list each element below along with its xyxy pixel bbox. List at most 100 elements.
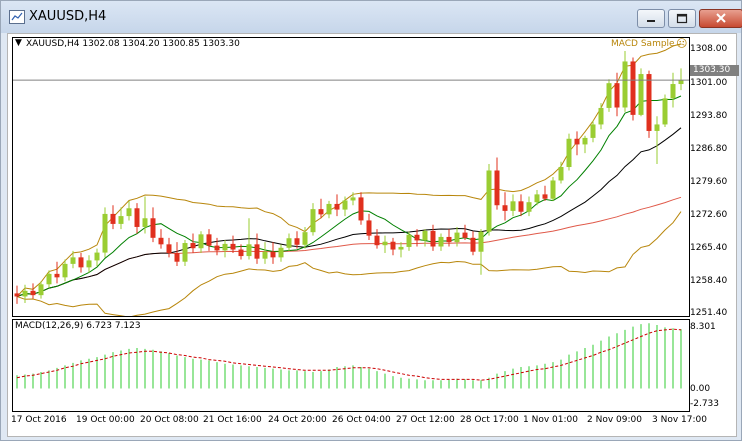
candle — [566, 133, 572, 171]
candle — [102, 207, 108, 258]
candle — [62, 259, 68, 282]
candle — [542, 185, 548, 201]
candle-body — [86, 260, 92, 268]
candle-body — [278, 247, 284, 258]
time-tick: 27 Oct 12:00 — [396, 415, 455, 425]
price-tick: 1286.80 — [690, 144, 728, 154]
candle-body — [270, 251, 276, 258]
window-titlebar[interactable]: XAUUSD,H4 — [1, 1, 742, 33]
candle-body — [550, 180, 556, 199]
bollinger-upper-line — [16, 43, 682, 297]
candle — [606, 79, 612, 112]
price-chart-svg — [13, 43, 689, 316]
candle — [518, 194, 524, 217]
candle — [486, 163, 492, 236]
macd-tick: 0.00 — [690, 384, 711, 394]
candle-body — [158, 237, 164, 245]
candle — [326, 200, 332, 219]
candle — [654, 116, 660, 164]
candle — [550, 177, 556, 201]
candle-body — [126, 208, 132, 217]
time-tick: 26 Oct 04:00 — [332, 415, 391, 425]
candle-body — [174, 253, 180, 262]
candle — [510, 194, 516, 217]
candle-body — [398, 246, 404, 250]
candle — [22, 284, 28, 303]
candle-body — [598, 107, 604, 125]
candle-body — [190, 243, 196, 249]
candle — [390, 237, 396, 256]
candle-body — [318, 209, 324, 215]
candle — [334, 194, 340, 217]
candle-body — [518, 201, 524, 212]
candle-body — [94, 252, 100, 261]
maximize-button[interactable] — [668, 9, 696, 28]
candle-body — [470, 237, 476, 252]
candle-body — [654, 124, 660, 131]
candle-body — [510, 201, 516, 211]
candle — [214, 237, 220, 256]
candle-body — [134, 208, 140, 227]
candle-body — [262, 251, 268, 259]
candle — [262, 242, 268, 264]
candle-body — [70, 257, 76, 264]
candle — [622, 51, 628, 112]
candle-body — [342, 200, 348, 210]
candle-body — [646, 74, 652, 131]
candle — [398, 242, 404, 258]
candle-body — [494, 170, 500, 206]
close-icon — [716, 13, 726, 23]
candle-body — [206, 234, 212, 246]
close-button[interactable] — [699, 9, 742, 28]
candle — [158, 229, 164, 249]
candle — [374, 229, 380, 249]
candle — [526, 196, 532, 217]
minimize-icon — [647, 20, 655, 22]
candle-body — [214, 245, 220, 251]
time-tick: 3 Nov 17:00 — [652, 415, 707, 425]
candle — [590, 120, 596, 143]
candle-body — [558, 167, 564, 181]
chart-header-arrow[interactable]: ▼ — [15, 38, 22, 48]
candle-body — [662, 98, 668, 125]
candle — [294, 231, 300, 249]
candle-body — [326, 203, 332, 215]
candle-body — [350, 197, 356, 201]
candle-body — [678, 80, 684, 85]
candle-body — [582, 137, 588, 145]
candle — [534, 190, 540, 206]
candle — [454, 226, 460, 247]
candle-body — [198, 234, 204, 249]
candle-body — [462, 232, 468, 238]
candle-body — [62, 263, 68, 278]
maximize-icon — [676, 13, 688, 24]
candle — [30, 283, 36, 299]
candle-body — [150, 218, 156, 238]
candle — [270, 242, 276, 264]
candle-body — [310, 209, 316, 233]
candle — [254, 233, 260, 264]
minimize-button[interactable] — [637, 9, 665, 28]
candle — [366, 213, 372, 240]
expert-smiley-icon[interactable]: ☹ — [676, 37, 688, 50]
candle-body — [454, 232, 460, 243]
candle — [558, 161, 564, 184]
candle-body — [102, 213, 108, 253]
candle — [54, 261, 60, 284]
candle — [174, 242, 180, 267]
candle-body — [574, 138, 580, 145]
expert-advisor-label[interactable]: MACD Sample — [611, 39, 675, 49]
candle-body — [246, 244, 252, 257]
candle — [70, 250, 76, 269]
candle — [150, 207, 156, 243]
candle-body — [478, 231, 484, 252]
time-tick: 21 Oct 16:00 — [203, 415, 262, 425]
price-pane[interactable] — [12, 37, 690, 317]
candle-body — [438, 236, 444, 247]
candle-body — [630, 61, 636, 115]
candle — [478, 229, 484, 275]
candle-body — [238, 249, 244, 257]
window-title: XAUUSD,H4 — [29, 9, 107, 24]
time-tick: 17 Oct 2016 — [11, 415, 67, 425]
time-tick: 1 Nov 01:00 — [523, 415, 578, 425]
